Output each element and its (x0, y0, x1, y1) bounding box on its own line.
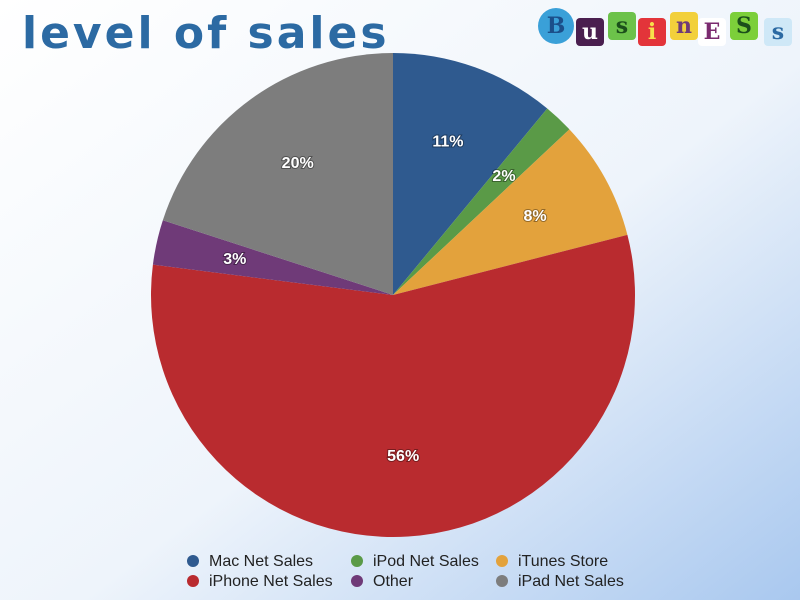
logo-letter: s (772, 19, 784, 45)
logo-badge (698, 18, 726, 46)
logo-letter: S (736, 13, 752, 39)
pie-slice (393, 53, 548, 295)
legend-swatch (496, 555, 508, 567)
value-label: 2% (492, 168, 515, 185)
legend-label: Mac Net Sales (209, 553, 313, 570)
logo-badge (730, 12, 758, 40)
value-label: 3% (223, 251, 246, 268)
pie-slice (393, 108, 570, 295)
legend-label: iPhone Net Sales (209, 573, 333, 590)
legend-swatch (351, 575, 363, 587)
value-label: 56% (387, 448, 419, 465)
legend-label: Other (373, 573, 414, 590)
logo-letter: u (582, 19, 598, 45)
pie-slice (150, 234, 635, 538)
logo-badge (576, 18, 604, 46)
pie-slice (393, 129, 628, 295)
logo-letter: s (616, 13, 628, 39)
logo-badge (538, 8, 574, 44)
legend: Mac Net Sales iPod Net Sales iTunes Store i… (187, 553, 624, 590)
value-label: 20% (282, 155, 314, 172)
logo-badge (608, 12, 636, 40)
pie-slice (152, 220, 393, 295)
pie-slice (162, 52, 393, 296)
logo-letter: i (648, 19, 656, 45)
logo-letter: B (547, 13, 566, 39)
value-label: 11% (432, 134, 463, 151)
logo-letter: n (676, 13, 692, 39)
legend-label: iTunes Store (518, 553, 608, 570)
legend-label: iPad Net Sales (518, 573, 624, 590)
legend-label: iPod Net Sales (373, 553, 479, 570)
legend-swatch (187, 555, 199, 567)
logo-badge (638, 18, 666, 46)
legend-swatch (496, 575, 508, 587)
pie: 11% 2% 8% 56% 3% 20% (150, 52, 635, 538)
legend-swatch (187, 575, 199, 587)
legend-swatch (351, 555, 363, 567)
chart-title: level of sales (22, 8, 390, 59)
logo-badge (670, 12, 698, 40)
value-label: 8% (524, 208, 547, 225)
logo-badge (764, 18, 792, 46)
logo-letter: E (704, 19, 721, 45)
